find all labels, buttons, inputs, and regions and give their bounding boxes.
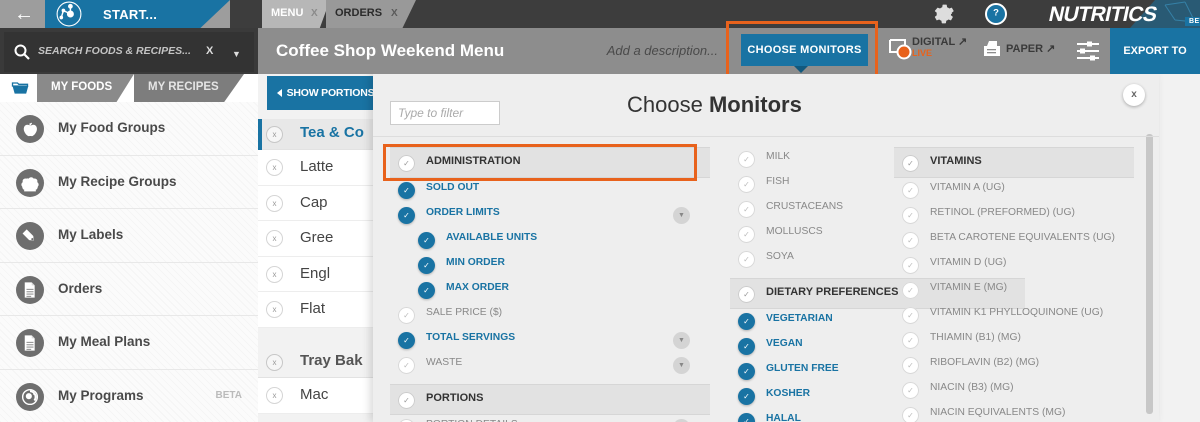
svg-text:?: ? bbox=[993, 8, 999, 19]
